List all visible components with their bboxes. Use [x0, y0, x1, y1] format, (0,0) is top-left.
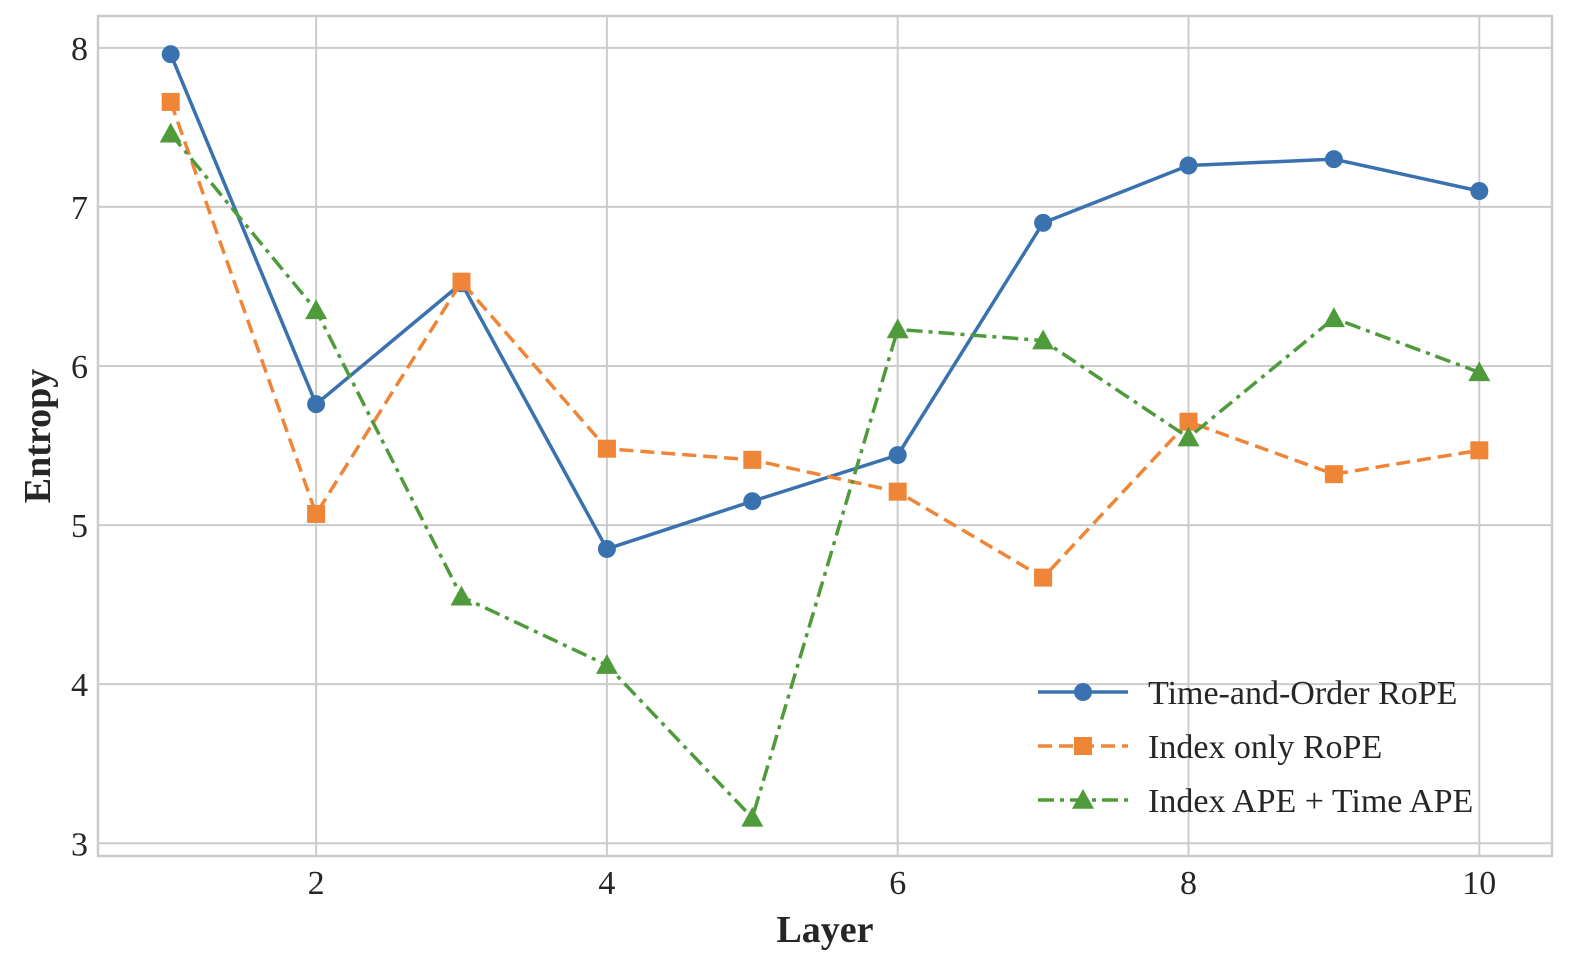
data-point [1034, 568, 1053, 587]
x-tick-label: 8 [1180, 865, 1197, 902]
data-point [595, 654, 618, 674]
series-3 [159, 122, 1491, 827]
y-tick-label: 4 [71, 667, 88, 704]
data-point [307, 504, 326, 523]
data-point [305, 299, 328, 320]
x-axis-label: Layer [776, 909, 873, 951]
data-point [1470, 182, 1489, 200]
data-point [888, 482, 907, 501]
x-tick-label: 4 [598, 865, 615, 902]
series-line [169, 101, 1480, 580]
x-tick-label: 2 [308, 865, 325, 902]
legend-item-3: Index APE + Time APE [1038, 783, 1473, 820]
series-1 [161, 45, 1489, 558]
data-point [1322, 307, 1345, 328]
data-point [1179, 412, 1198, 431]
data-point [1324, 150, 1343, 169]
y-tick-labels: 3 4 5 6 7 8 [71, 31, 88, 863]
data-point [1324, 465, 1343, 484]
data-point [450, 585, 473, 606]
legend-marker [1074, 737, 1092, 755]
data-point [1468, 361, 1491, 382]
data-point [597, 539, 616, 558]
x-tick-label: 10 [1462, 865, 1496, 902]
grid [98, 16, 1552, 856]
legend-label: Index only RoPE [1148, 729, 1382, 766]
data-point [161, 45, 180, 64]
series-line [169, 132, 1480, 820]
data-point [1179, 156, 1198, 175]
legend: Time-and-Order RoPE Index only RoPE Index … [1038, 675, 1473, 820]
data-point [888, 446, 907, 465]
plot-area [96, 14, 1554, 858]
data-point [741, 806, 764, 827]
data-point [1034, 213, 1053, 232]
series-group [159, 45, 1491, 827]
series-2 [161, 92, 1489, 587]
legend-item-1: Time-and-Order RoPE [1038, 675, 1457, 712]
data-point [597, 439, 616, 458]
data-point [452, 272, 471, 291]
data-point [1470, 441, 1489, 460]
legend-marker [1072, 789, 1094, 809]
data-point [1032, 329, 1055, 350]
data-point [743, 492, 762, 511]
legend-label: Index APE + Time APE [1148, 783, 1473, 820]
y-tick-label: 6 [71, 349, 88, 386]
y-axis-label: Entropy [17, 369, 59, 503]
legend-item-2: Index only RoPE [1038, 729, 1382, 766]
data-point [886, 318, 909, 339]
data-point [307, 395, 326, 414]
x-tick-labels: 2 4 6 8 10 [308, 865, 1497, 902]
x-tick-label: 6 [889, 865, 906, 902]
y-tick-label: 5 [71, 508, 88, 545]
y-tick-label: 8 [71, 31, 88, 68]
legend-marker [1074, 683, 1092, 701]
series-line [169, 53, 1480, 551]
data-point [1177, 426, 1200, 447]
data-point [743, 450, 762, 469]
legend-label: Time-and-Order RoPE [1148, 675, 1457, 712]
data-point [159, 122, 182, 143]
y-tick-label: 3 [71, 826, 88, 863]
data-point [161, 92, 180, 111]
y-tick-label: 7 [71, 190, 88, 227]
